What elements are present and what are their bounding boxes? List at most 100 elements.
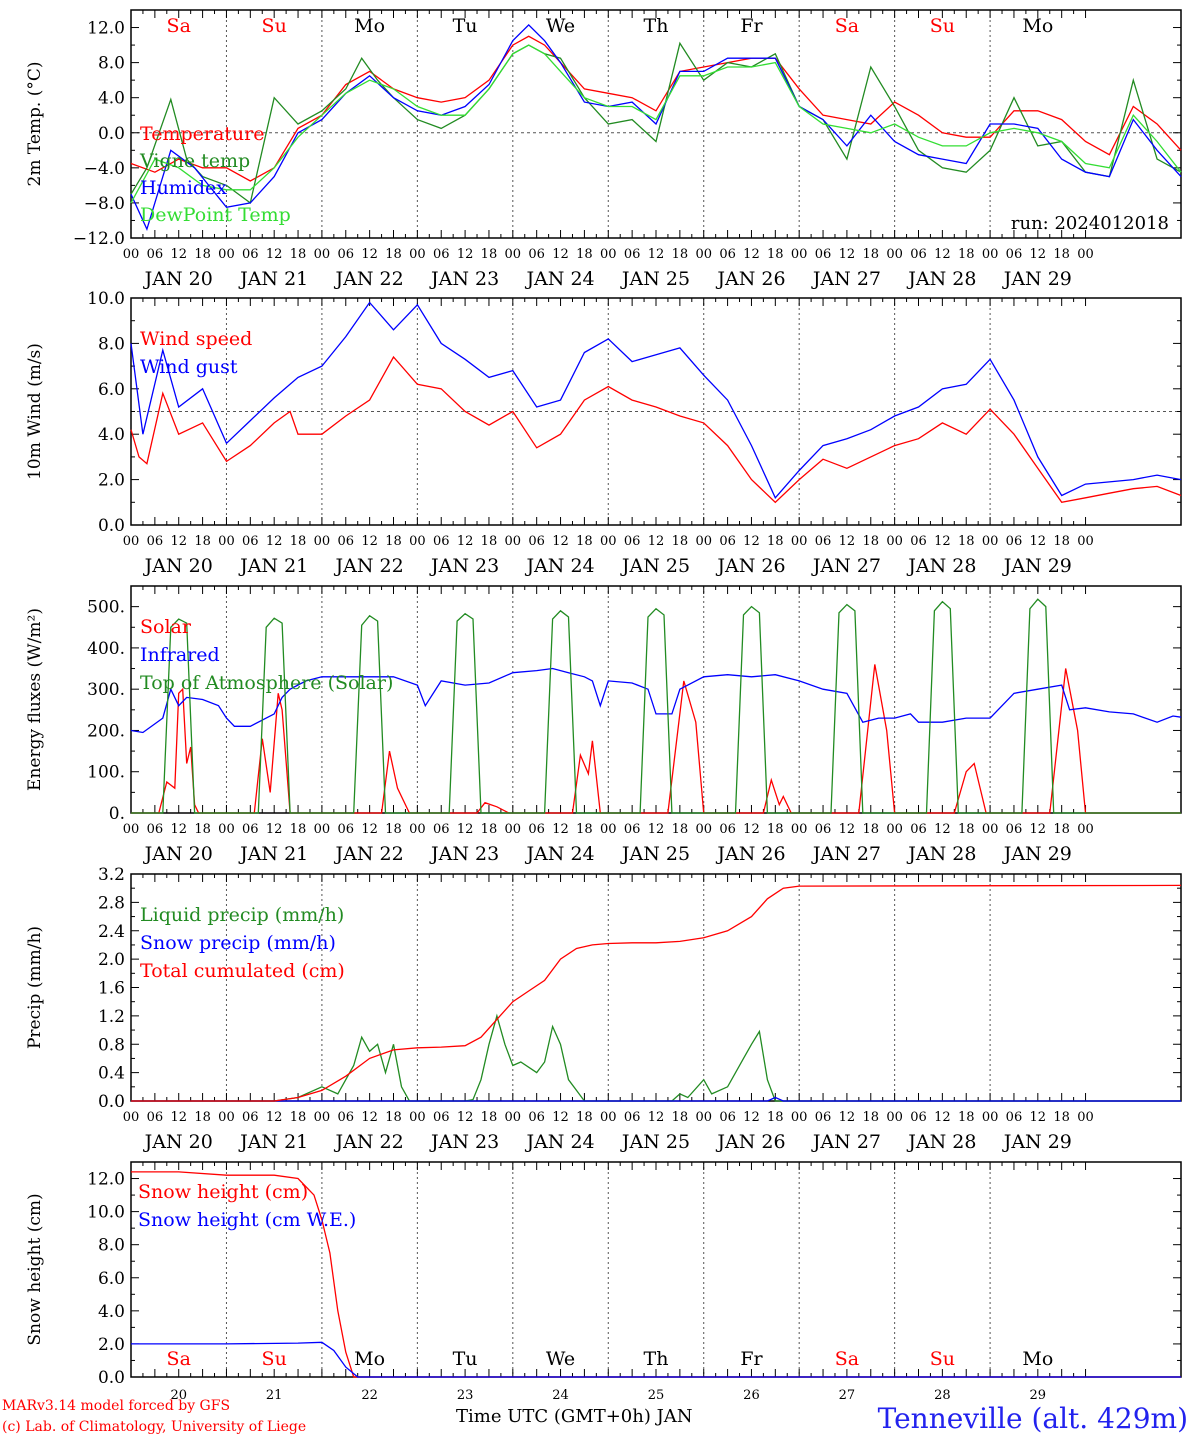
hour-tick-label: 18 <box>1053 822 1070 837</box>
hour-tick-label: 18 <box>672 534 689 549</box>
hour-tick-label: 06 <box>433 1110 450 1125</box>
hour-tick-label: 18 <box>290 1110 307 1125</box>
hour-tick-label: 12 <box>457 247 474 262</box>
hour-tick-label: 00 <box>1077 1110 1094 1125</box>
y-tick-label: 100. <box>87 763 125 783</box>
day-label: JAN 21 <box>238 1131 308 1153</box>
hour-tick-label: 18 <box>481 822 498 837</box>
day-number-label: 28 <box>934 1388 951 1403</box>
hour-tick-label: 00 <box>791 1110 808 1125</box>
hour-tick-label: 00 <box>982 1110 999 1125</box>
hour-tick-label: 12 <box>743 247 760 262</box>
day-number-label: 23 <box>457 1388 474 1403</box>
hour-tick-label: 00 <box>600 247 617 262</box>
y-tick-label: 4.0 <box>98 1302 125 1322</box>
hour-tick-label: 00 <box>886 247 903 262</box>
hour-tick-label: 06 <box>337 247 354 262</box>
hour-tick-label: 12 <box>934 1110 951 1125</box>
hour-tick-label: 06 <box>528 1110 545 1125</box>
day-label: JAN 29 <box>1002 555 1072 577</box>
hour-tick-label: 12 <box>552 247 569 262</box>
y-tick-label: −4.0 <box>84 159 125 179</box>
hour-tick-label: 18 <box>767 822 784 837</box>
day-label: JAN 20 <box>143 1131 213 1153</box>
hour-tick-label: 00 <box>218 822 235 837</box>
hour-tick-label: 18 <box>862 1110 879 1125</box>
hour-tick-label: 06 <box>624 534 641 549</box>
day-label: JAN 20 <box>143 555 213 577</box>
credit-line-2: (c) Lab. of Climatology, University of L… <box>2 1419 307 1435</box>
weekday-label: We <box>546 1348 575 1370</box>
day-number-label: 25 <box>648 1388 665 1403</box>
hour-tick-label: 18 <box>290 247 307 262</box>
hour-tick-label: 12 <box>266 247 283 262</box>
day-label: JAN 27 <box>811 843 881 865</box>
hour-tick-label: 18 <box>576 247 593 262</box>
hour-tick-label: 12 <box>552 534 569 549</box>
day-label: JAN 24 <box>524 268 594 290</box>
weekday-label: Su <box>262 1348 287 1370</box>
hour-tick-label: 00 <box>695 534 712 549</box>
day-label: JAN 28 <box>906 555 976 577</box>
weekday-label: Sa <box>835 15 859 37</box>
hour-tick-label: 00 <box>695 822 712 837</box>
hour-tick-label: 00 <box>314 534 331 549</box>
day-label: JAN 25 <box>620 268 690 290</box>
hour-tick-label: 18 <box>672 1110 689 1125</box>
hour-tick-label: 12 <box>266 822 283 837</box>
legend-entry: Snow precip (mm/h) <box>140 932 336 954</box>
hour-tick-label: 06 <box>815 247 832 262</box>
hour-tick-label: 06 <box>242 247 259 262</box>
y-tick-label: 1.6 <box>98 979 125 999</box>
y-tick-label: 0.8 <box>98 1035 125 1055</box>
hour-tick-label: 12 <box>839 822 856 837</box>
hour-tick-label: 12 <box>743 534 760 549</box>
hour-tick-label: 18 <box>862 822 879 837</box>
hour-tick-label: 12 <box>743 1110 760 1125</box>
hour-tick-label: 12 <box>170 1110 187 1125</box>
hour-tick-label: 12 <box>1030 1110 1047 1125</box>
weekday-label: Sa <box>835 1348 859 1370</box>
hour-tick-label: 12 <box>457 822 474 837</box>
y-tick-label: 8.0 <box>98 1236 125 1256</box>
hour-tick-label: 12 <box>552 1110 569 1125</box>
y-tick-label: 10.0 <box>87 1203 125 1223</box>
hour-tick-label: 00 <box>218 534 235 549</box>
weekday-label: Mo <box>354 1348 385 1370</box>
day-label: JAN 21 <box>238 555 308 577</box>
y-axis-title: Snow height (cm) <box>25 1193 45 1345</box>
hour-tick-label: 18 <box>862 534 879 549</box>
hour-tick-label: 12 <box>934 534 951 549</box>
hour-tick-label: 18 <box>385 1110 402 1125</box>
weekday-label: Mo <box>354 15 385 37</box>
series-line <box>131 598 1181 814</box>
day-label: JAN 20 <box>143 268 213 290</box>
y-tick-label: 2.0 <box>98 471 125 491</box>
hour-tick-label: 00 <box>123 247 140 262</box>
hour-tick-label: 06 <box>719 247 736 262</box>
day-label: JAN 28 <box>906 843 976 865</box>
hour-tick-label: 18 <box>767 1110 784 1125</box>
hour-tick-label: 06 <box>910 1110 927 1125</box>
hour-tick-label: 12 <box>1030 534 1047 549</box>
hour-tick-label: 00 <box>409 822 426 837</box>
day-label: JAN 28 <box>906 1131 976 1153</box>
day-label: JAN 27 <box>811 555 881 577</box>
hour-tick-label: 18 <box>576 534 593 549</box>
day-label: JAN 22 <box>334 555 404 577</box>
hour-tick-label: 06 <box>242 1110 259 1125</box>
hour-tick-label: 12 <box>361 822 378 837</box>
day-label: JAN 28 <box>906 268 976 290</box>
series-line <box>130 41 1182 205</box>
day-number-label: 29 <box>1030 1388 1047 1403</box>
hour-tick-label: 00 <box>600 1110 617 1125</box>
hour-tick-label: 00 <box>695 1110 712 1125</box>
hour-tick-label: 06 <box>815 534 832 549</box>
legend-entry: Infrared <box>140 644 220 666</box>
hour-tick-label: 18 <box>958 247 975 262</box>
hour-tick-label: 12 <box>457 1110 474 1125</box>
hour-tick-label: 18 <box>385 534 402 549</box>
day-label: JAN 26 <box>715 1131 785 1153</box>
weekday-label: Fr <box>740 15 763 37</box>
legend-entry: Snow height (cm) <box>138 1181 308 1203</box>
